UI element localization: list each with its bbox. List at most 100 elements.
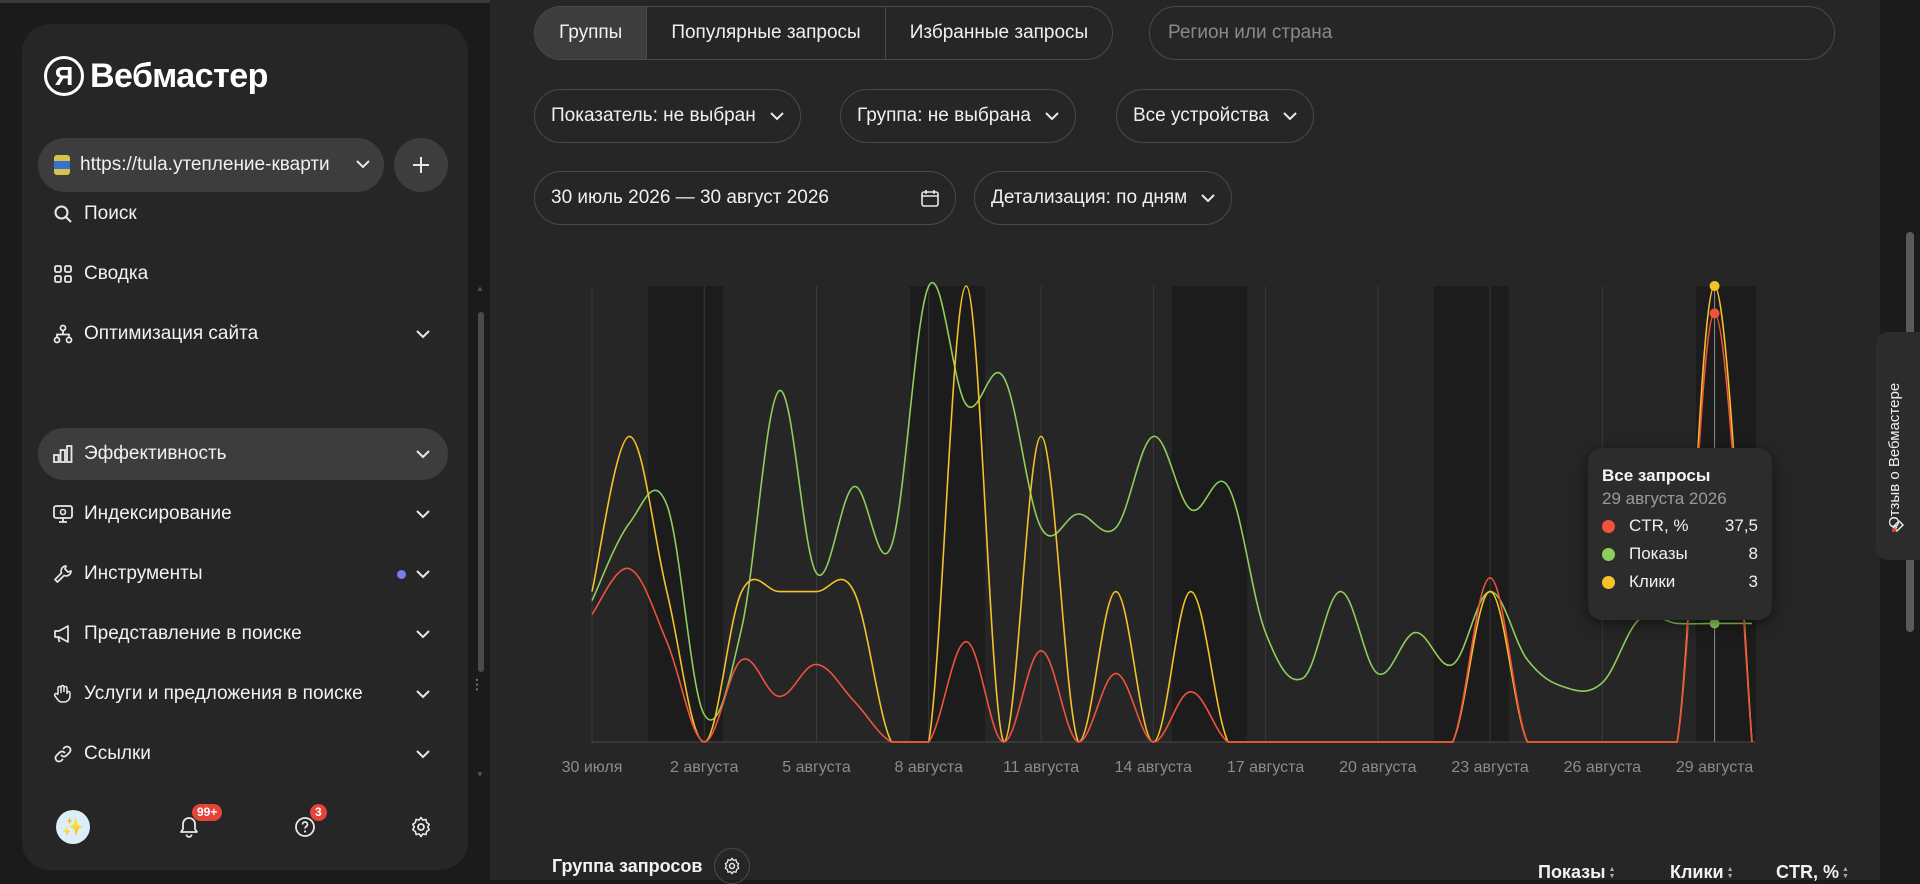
x-tick-label: 14 августа <box>1115 759 1192 776</box>
dashboard-icon <box>52 263 74 285</box>
sidebar-scrollbar[interactable] <box>478 312 484 672</box>
x-tick-label: 2 августа <box>670 759 739 776</box>
legend-dot <box>1602 519 1615 533</box>
notifications-badge: 99+ <box>192 804 223 821</box>
x-tick-label: 17 августа <box>1227 759 1304 776</box>
date-range-picker[interactable]: 30 июль 2026 — 30 август 2026 <box>534 171 956 225</box>
sidebar-item-optimization[interactable]: Оптимизация сайта <box>38 308 448 360</box>
chevron-down-icon <box>416 629 430 639</box>
sidebar-item-label: Индексирование <box>84 503 232 524</box>
group-dropdown[interactable]: Группа: не выбрана <box>840 89 1076 143</box>
x-tick-label: 20 августа <box>1339 759 1416 776</box>
sidebar-item-services[interactable]: Услуги и предложения в поиске <box>38 668 448 720</box>
sidebar-item-links[interactable]: Ссылки <box>38 728 448 780</box>
chart-area[interactable]: 30 июля 2 августа 5 августа 8 августа 11 авг… <box>540 270 1820 790</box>
tab-favorite-queries[interactable]: Избранные запросы <box>909 22 1089 43</box>
devices-dropdown[interactable]: Все устройства <box>1116 89 1314 143</box>
sidebar-item-label: Сводка <box>84 263 149 284</box>
sidebar-item-label: Представление в поиске <box>84 623 302 644</box>
question-icon <box>295 817 315 837</box>
weekend-band <box>910 286 985 742</box>
sort-icon: ▲ ▼ <box>1842 865 1849 880</box>
highlight-point-ctr <box>1709 308 1720 319</box>
table-header-group-label: Группа запросов <box>552 855 703 876</box>
avatar[interactable]: ✨ <box>56 810 90 844</box>
chevron-down-icon <box>416 749 430 759</box>
region-input[interactable] <box>1149 6 1835 60</box>
tab-popular-queries[interactable]: Популярные запросы <box>647 7 886 59</box>
site-selector[interactable]: https://tula.утепление-квартир <box>38 138 384 192</box>
series-line-shows <box>591 281 1752 721</box>
sidebar-item-label: Услуги и предложения в поиске <box>84 683 363 704</box>
column-header-clicks[interactable]: Клики ▲ ▼ <box>1670 862 1734 883</box>
chevron-down-icon <box>1201 193 1215 203</box>
sidebar: Я Вебмастер https://tula.утепление-кварт… <box>22 24 484 870</box>
gear-icon <box>412 816 430 838</box>
detail-dropdown[interactable]: Детализация: по дням <box>974 171 1233 225</box>
tooltip-row-label: Клики <box>1629 572 1676 591</box>
series-line-ctr <box>591 312 1753 743</box>
bell-icon <box>180 817 198 838</box>
link-icon <box>52 743 74 765</box>
metric-dropdown-label: Показатель: не выбран <box>551 105 756 126</box>
chart-tooltip: Все запросы 29 августа 2026 CTR, % 37,5 … <box>1588 448 1772 620</box>
sidebar-item-search[interactable]: Поиск <box>38 188 448 240</box>
sidebar-item-efficiency[interactable]: Эффективность <box>38 428 448 480</box>
calendar-icon <box>921 189 939 207</box>
weekend-band <box>1172 286 1247 742</box>
site-url: https://tula.утепление-квартир <box>80 154 330 175</box>
x-tick-label: 29 августа <box>1676 759 1753 776</box>
x-tick-label: 23 августа <box>1451 759 1528 776</box>
logo[interactable]: Я Вебмастер <box>44 52 268 100</box>
chevron-down-icon <box>770 111 784 121</box>
settings-button[interactable] <box>404 810 438 844</box>
gear-icon <box>725 857 740 875</box>
main-content: Группы Популярные запросы Избранные запр… <box>490 0 1880 884</box>
sidebar-item-indexing[interactable]: Индексирование <box>38 488 448 540</box>
tooltip-row-value: 37,5 <box>1724 516 1758 535</box>
chevron-down-icon <box>356 156 370 174</box>
add-site-button[interactable] <box>394 138 448 192</box>
highlight-point-shows <box>1709 618 1720 629</box>
legend-dot <box>1602 575 1615 589</box>
new-indicator-dot <box>397 569 406 579</box>
sidebar-resize-handle[interactable]: ⋮⋮ <box>470 676 498 692</box>
feedback-icon <box>1891 519 1905 533</box>
metric-dropdown[interactable]: Показатель: не выбран <box>534 89 801 143</box>
column-header-label: Показы <box>1538 862 1606 882</box>
feedback-label: Отзыв о Вебмастере <box>1886 382 1903 528</box>
chevron-down-icon <box>1283 111 1297 121</box>
column-header-shows[interactable]: Показы ▲ ▼ <box>1538 862 1615 883</box>
tooltip-title: Все запросы <box>1602 466 1711 485</box>
sidebar-item-summary[interactable]: Сводка <box>38 248 448 300</box>
tooltip-row-label: Показы <box>1629 544 1688 563</box>
detail-dropdown-label: Детализация: по дням <box>991 187 1188 208</box>
line-chart[interactable]: 30 июля 2 августа 5 августа 8 августа 11 авг… <box>540 270 1820 790</box>
chevron-down-icon <box>1045 111 1059 121</box>
chevron-down-icon <box>416 449 430 459</box>
sidebar-item-tools[interactable]: Инструменты <box>38 548 448 600</box>
bar-chart-icon <box>52 443 74 465</box>
site-favicon-icon <box>54 155 70 175</box>
column-header-label: CTR, % <box>1776 862 1839 882</box>
x-tick-label: 5 августа <box>782 759 851 776</box>
scroll-up-arrow-icon[interactable]: ▲ <box>476 284 484 293</box>
plus-icon <box>413 157 429 173</box>
scroll-down-arrow-icon[interactable]: ▼ <box>476 770 484 779</box>
feedback-button[interactable]: Отзыв о Вебмастере <box>1876 332 1920 560</box>
table-settings-button[interactable] <box>714 848 751 884</box>
chevron-down-icon <box>416 329 430 339</box>
tooltip-row-label: CTR, % <box>1629 516 1689 535</box>
sidebar-item-search-appearance[interactable]: Представление в поиске <box>38 608 448 660</box>
help-button[interactable]: 3 <box>288 804 327 844</box>
tooltip-row-value: 3 <box>1748 572 1758 591</box>
tooltip-row-shows: Показы 8 <box>1602 543 1758 565</box>
column-header-ctr[interactable]: CTR, % ▲ ▼ <box>1776 862 1849 883</box>
notifications-button[interactable]: 99+ <box>172 804 223 844</box>
sidebar-item-label: Инструменты <box>84 563 203 584</box>
table-header-group: Группа запросов <box>552 848 751 884</box>
highlight-point-clicks <box>1709 281 1720 291</box>
tab-groups[interactable]: Группы <box>535 7 648 59</box>
x-tick-label: 8 августа <box>895 759 964 776</box>
devices-dropdown-label: Все устройства <box>1133 105 1269 126</box>
